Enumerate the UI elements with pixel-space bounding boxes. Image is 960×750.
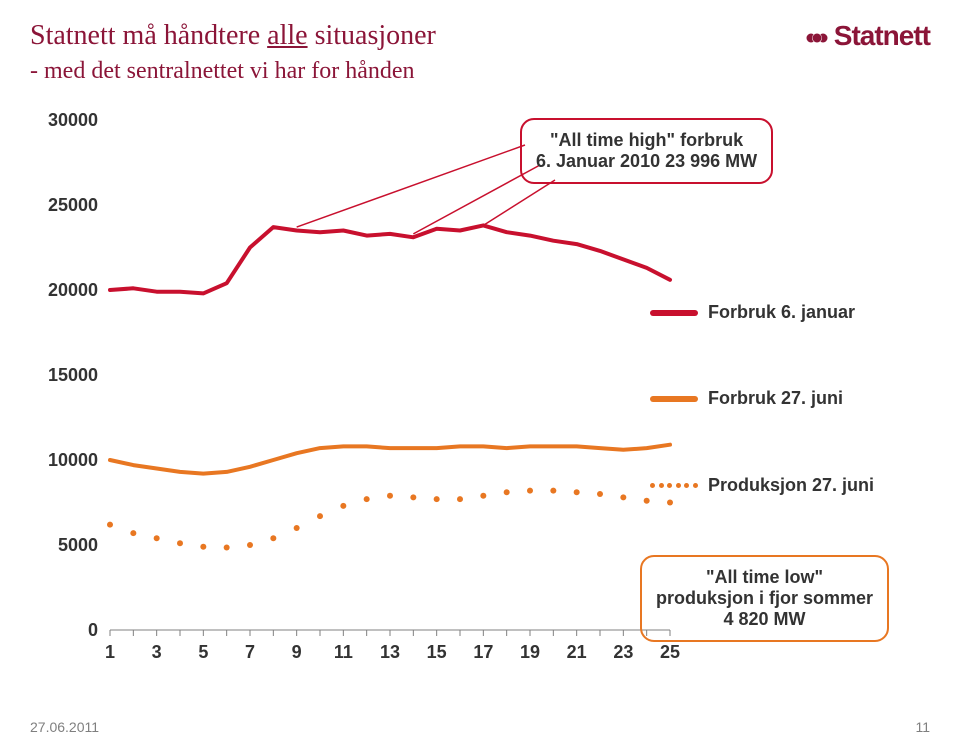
svg-text:15000: 15000 (48, 365, 98, 385)
svg-text:5: 5 (198, 642, 208, 662)
title-part1: Statnett må håndtere (30, 20, 267, 51)
svg-text:19: 19 (520, 642, 540, 662)
statnett-logo: Statnett (804, 20, 930, 52)
legend-swatch-orange (650, 396, 698, 402)
callout-low-line2: produksjon i fjor sommer (656, 588, 873, 609)
title-part2: situasjoner (308, 20, 436, 51)
svg-text:20000: 20000 (48, 280, 98, 300)
logo-text: Statnett (834, 20, 930, 51)
svg-text:23: 23 (613, 642, 633, 662)
svg-text:17: 17 (473, 642, 493, 662)
callout-low-line1: "All time low" (656, 567, 873, 588)
legend-forbruk-27-juni: Forbruk 27. juni (650, 388, 843, 409)
svg-text:25000: 25000 (48, 195, 98, 215)
svg-text:1: 1 (105, 642, 115, 662)
legend-swatch-dots (650, 483, 698, 488)
legend1-label: Forbruk 6. januar (708, 302, 855, 323)
footer-date: 27.06.2011 (30, 719, 99, 735)
legend-forbruk-6-jan: Forbruk 6. januar (650, 302, 855, 323)
slide-title: Statnett må håndtere alle situasjoner (30, 20, 436, 52)
callout-high-line1: "All time high" forbruk (536, 130, 757, 151)
title-underlined: alle (267, 20, 307, 51)
svg-text:21: 21 (567, 642, 587, 662)
legend-swatch-red (650, 310, 698, 316)
legend-produksjon-27-juni: Produksjon 27. juni (650, 475, 874, 496)
legend2-label: Forbruk 27. juni (708, 388, 843, 409)
slide-subtitle: - med det sentralnettet vi har for hånde… (30, 58, 415, 85)
callout-all-time-high: "All time high" forbruk 6. Januar 2010 2… (520, 118, 773, 184)
svg-text:9: 9 (292, 642, 302, 662)
svg-text:25: 25 (660, 642, 680, 662)
callout-high-line2: 6. Januar 2010 23 996 MW (536, 151, 757, 172)
svg-text:30000: 30000 (48, 110, 98, 130)
svg-text:3: 3 (152, 642, 162, 662)
svg-text:7: 7 (245, 642, 255, 662)
callout-low-line3: 4 820 MW (656, 609, 873, 630)
legend3-label: Produksjon 27. juni (708, 475, 874, 496)
svg-text:10000: 10000 (48, 450, 98, 470)
svg-text:11: 11 (334, 642, 353, 662)
svg-text:15: 15 (427, 642, 447, 662)
callout-all-time-low: "All time low" produksjon i fjor sommer … (640, 555, 889, 642)
footer-page: 11 (915, 719, 930, 735)
svg-text:13: 13 (380, 642, 400, 662)
logo-icon (804, 25, 830, 51)
svg-text:5000: 5000 (58, 535, 98, 555)
svg-text:0: 0 (88, 620, 98, 640)
